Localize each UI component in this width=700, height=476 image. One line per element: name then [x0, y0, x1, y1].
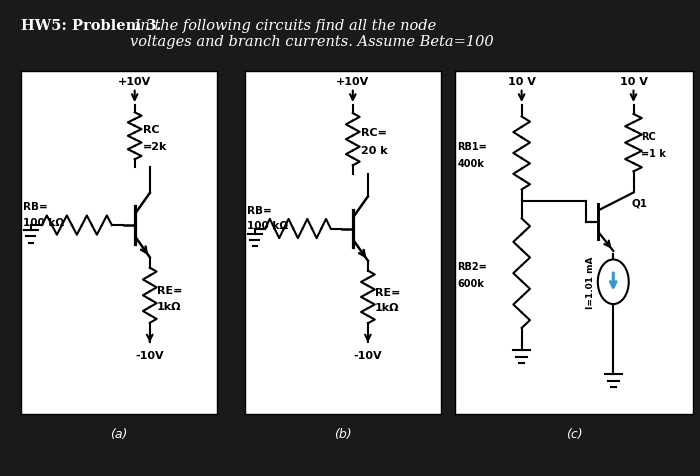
Text: RE=: RE=: [157, 286, 182, 296]
Text: 100 kΩ: 100 kΩ: [23, 217, 64, 227]
Text: 10 V: 10 V: [620, 77, 648, 87]
Circle shape: [598, 260, 629, 305]
Text: In the following circuits find all the node
voltages and branch currents. Assume: In the following circuits find all the n…: [130, 19, 493, 49]
Text: 100 kΩ: 100 kΩ: [247, 221, 288, 230]
Text: 10 V: 10 V: [508, 77, 536, 87]
Text: RB=: RB=: [23, 202, 48, 212]
Text: I=1.01 mA: I=1.01 mA: [586, 256, 595, 308]
Text: RE=: RE=: [374, 287, 400, 297]
Text: RC: RC: [143, 125, 159, 135]
Text: +10V: +10V: [336, 77, 370, 87]
Text: (c): (c): [566, 426, 582, 440]
Text: RC: RC: [640, 131, 655, 141]
Text: RB=: RB=: [247, 205, 272, 215]
Text: 1kΩ: 1kΩ: [157, 301, 181, 311]
Text: 600k: 600k: [457, 279, 484, 289]
Text: =2k: =2k: [143, 142, 167, 152]
Text: (a): (a): [111, 426, 127, 440]
Text: (b): (b): [334, 426, 352, 440]
Text: HW5: Problem 3.: HW5: Problem 3.: [21, 19, 162, 33]
Text: =1 k: =1 k: [640, 149, 666, 159]
Text: -10V: -10V: [136, 351, 164, 361]
Text: RB2=: RB2=: [457, 262, 487, 272]
Text: 400k: 400k: [457, 159, 484, 169]
Text: RC=: RC=: [360, 128, 386, 138]
Text: +10V: +10V: [118, 77, 151, 87]
Text: Q1: Q1: [631, 198, 647, 208]
Text: RB1=: RB1=: [457, 142, 487, 152]
Text: -10V: -10V: [354, 351, 382, 361]
Text: 20 k: 20 k: [360, 145, 387, 155]
Text: 1kΩ: 1kΩ: [374, 303, 399, 313]
